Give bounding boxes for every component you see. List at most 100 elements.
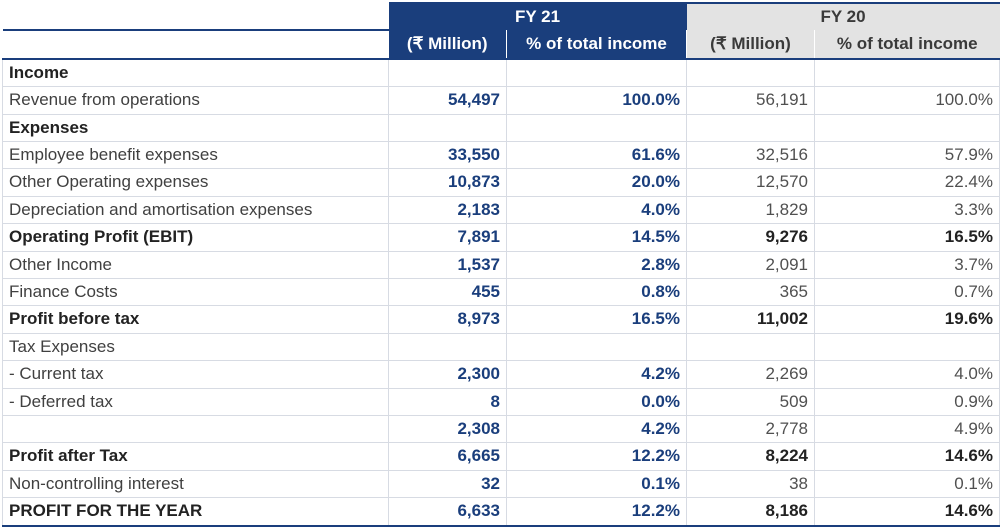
table-row: PROFIT FOR THE YEAR 6,633 12.2% 8,186 14…: [2, 497, 1000, 527]
table-row: Employee benefit expenses 33,550 61.6% 3…: [2, 141, 1000, 170]
fy20-million-cell: 9,276: [686, 223, 815, 252]
fy21-pct-cell: [506, 113, 687, 143]
fy20-pct-cell: 4.9%: [814, 415, 1000, 444]
fy21-pct-cell: [506, 58, 687, 88]
fy20-pct-cell: 3.7%: [814, 250, 1000, 280]
fy21-million-cell: 2,308: [388, 415, 507, 444]
table-row: Finance Costs 455 0.8% 365 0.7%: [2, 278, 1000, 307]
table-row: Profit after Tax 6,665 12.2% 8,224 14.6%: [2, 442, 1000, 471]
fy21-million-cell: 8: [388, 387, 507, 417]
row-label: Revenue from operations: [2, 86, 389, 115]
row-label: Income: [2, 58, 389, 88]
fy20-pct-cell: [814, 332, 1000, 362]
row-label: Other Operating expenses: [2, 168, 389, 197]
header-blank-cell: [2, 3, 389, 31]
fy21-million-cell: 32: [388, 469, 507, 499]
table-row: Income: [2, 58, 1000, 88]
fy21-million-cell: 10,873: [388, 168, 507, 197]
table-row: - Deferred tax 8 0.0% 509 0.9%: [2, 387, 1000, 417]
fy20-pct-cell: 22.4%: [814, 168, 1000, 197]
fy20-million-cell: 32,516: [686, 141, 815, 170]
fy21-pct-cell: 4.0%: [506, 195, 687, 225]
header-fy21: FY 21: [388, 1, 687, 31]
header-blank-cell: [2, 29, 389, 60]
fy20-million-cell: 56,191: [686, 86, 815, 115]
row-label: Profit after Tax: [2, 442, 389, 471]
fy21-pct-cell: [506, 332, 687, 362]
fy21-million-cell: 6,633: [388, 497, 507, 527]
header-row-years: FY 21 FY 20: [2, 1, 1000, 31]
fy21-million-cell: 8,973: [388, 305, 507, 334]
fy20-million-cell: 38: [686, 469, 815, 499]
row-label: Non-controlling interest: [2, 469, 389, 499]
fy20-million-cell: 365: [686, 278, 815, 307]
fy21-pct-cell: 20.0%: [506, 168, 687, 197]
table-row: - Current tax 2,300 4.2% 2,269 4.0%: [2, 360, 1000, 389]
fy20-pct-cell: [814, 113, 1000, 143]
header-fy21-million: (₹ Million): [388, 30, 507, 60]
header-row-units: (₹ Million) % of total income (₹ Million…: [2, 29, 1000, 60]
table-row: Tax Expenses: [2, 332, 1000, 362]
fy20-million-cell: 2,778: [686, 415, 815, 444]
fy20-pct-cell: [814, 58, 1000, 88]
fy21-pct-cell: 0.0%: [506, 387, 687, 417]
fy20-million-cell: 12,570: [686, 168, 815, 197]
fy20-pct-cell: 3.3%: [814, 195, 1000, 225]
fy20-million-cell: [686, 332, 815, 362]
table-row: 2,308 4.2% 2,778 4.9%: [2, 415, 1000, 444]
fy20-pct-cell: 57.9%: [814, 141, 1000, 170]
row-label: Finance Costs: [2, 278, 389, 307]
fy21-pct-cell: 4.2%: [506, 360, 687, 389]
table-row: Operating Profit (EBIT) 7,891 14.5% 9,27…: [2, 223, 1000, 252]
fy20-pct-cell: 14.6%: [814, 442, 1000, 471]
table-row: Profit before tax 8,973 16.5% 11,002 19.…: [2, 305, 1000, 334]
fy20-pct-cell: 100.0%: [814, 86, 1000, 115]
fy20-pct-cell: 14.6%: [814, 497, 1000, 527]
fy20-pct-cell: 0.1%: [814, 469, 1000, 499]
fy21-pct-cell: 61.6%: [506, 141, 687, 170]
fy21-pct-cell: 100.0%: [506, 86, 687, 115]
fy21-pct-cell: 0.8%: [506, 278, 687, 307]
row-label: Expenses: [2, 113, 389, 143]
fy21-million-cell: 2,300: [388, 360, 507, 389]
header-fy20-pct: % of total income: [814, 30, 1000, 60]
fy20-million-cell: 8,186: [686, 497, 815, 527]
row-label: PROFIT FOR THE YEAR: [2, 497, 389, 527]
fy21-million-cell: 455: [388, 278, 507, 307]
fy21-pct-cell: 12.2%: [506, 497, 687, 527]
row-label: Tax Expenses: [2, 332, 389, 362]
fy20-million-cell: 2,269: [686, 360, 815, 389]
fy20-million-cell: [686, 113, 815, 143]
fy20-million-cell: 1,829: [686, 195, 815, 225]
fy21-million-cell: 7,891: [388, 223, 507, 252]
fy21-million-cell: 1,537: [388, 250, 507, 280]
header-fy21-pct: % of total income: [506, 30, 687, 60]
fy21-pct-cell: 12.2%: [506, 442, 687, 471]
fy21-million-cell: [388, 58, 507, 88]
fy21-million-cell: 33,550: [388, 141, 507, 170]
table-row: Revenue from operations 54,497 100.0% 56…: [2, 86, 1000, 115]
table-row: Other Income 1,537 2.8% 2,091 3.7%: [2, 250, 1000, 280]
row-label: - Deferred tax: [2, 387, 389, 417]
header-fy20-million: (₹ Million): [686, 30, 815, 60]
row-label: [2, 415, 389, 444]
table-row: Expenses: [2, 113, 1000, 143]
fy21-pct-cell: 16.5%: [506, 305, 687, 334]
fy20-million-cell: 11,002: [686, 305, 815, 334]
fy20-million-cell: 8,224: [686, 442, 815, 471]
fy21-pct-cell: 2.8%: [506, 250, 687, 280]
row-label: Profit before tax: [2, 305, 389, 334]
fy20-million-cell: 2,091: [686, 250, 815, 280]
fy21-million-cell: [388, 332, 507, 362]
fy20-pct-cell: 0.9%: [814, 387, 1000, 417]
fy21-pct-cell: 4.2%: [506, 415, 687, 444]
row-label: Other Income: [2, 250, 389, 280]
row-label: Operating Profit (EBIT): [2, 223, 389, 252]
row-label: - Current tax: [2, 360, 389, 389]
fy20-pct-cell: 19.6%: [814, 305, 1000, 334]
fy20-million-cell: 509: [686, 387, 815, 417]
header-fy20: FY 20: [686, 1, 1000, 31]
fy21-million-cell: 6,665: [388, 442, 507, 471]
fy20-pct-cell: 16.5%: [814, 223, 1000, 252]
fy21-pct-cell: 0.1%: [506, 469, 687, 499]
